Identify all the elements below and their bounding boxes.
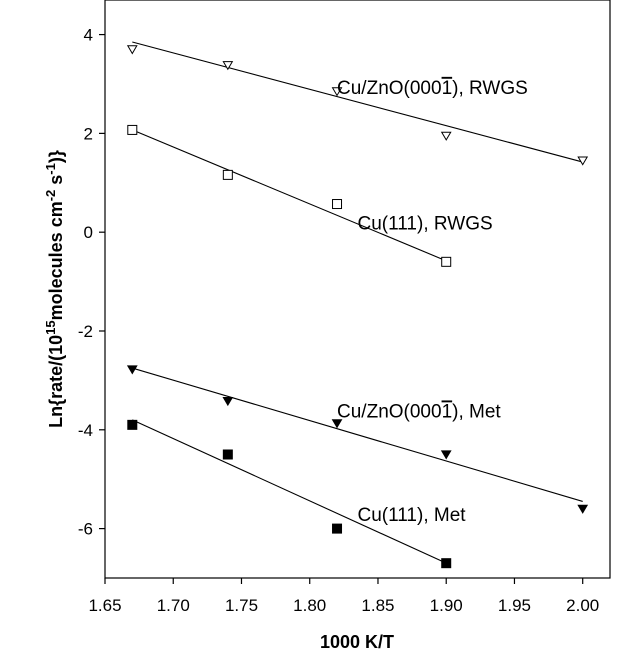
x-tick-label: 2.00 xyxy=(566,596,599,615)
y-axis-title: Ln{rate/(1015molecules cm-2 s-1)} xyxy=(43,150,67,428)
data-point xyxy=(127,419,138,430)
data-point xyxy=(332,199,343,210)
data-point xyxy=(127,124,138,135)
y-tick-label: -4 xyxy=(78,421,93,440)
data-point xyxy=(222,449,233,460)
series-label: Cu(111), Met xyxy=(358,505,467,526)
y-tick-label: 4 xyxy=(84,26,93,45)
series-label: Cu/ZnO(0001), RWGS xyxy=(337,78,528,99)
series-labels: Cu/ZnO(0001), RWGS Cu(111), RWGS Cu/ZnO(00… xyxy=(337,78,528,526)
y-tick-label: -2 xyxy=(78,322,93,341)
x-tick-label: 1.65 xyxy=(88,596,121,615)
x-axis: 1.65 1.70 1.75 1.80 1.85 1.90 1.95 2.00 xyxy=(88,578,599,615)
data-point xyxy=(222,169,233,180)
x-axis-title: 1000 K/T xyxy=(320,632,394,652)
data-point xyxy=(577,504,589,514)
y-tick-label: 0 xyxy=(84,223,93,242)
data-point xyxy=(331,419,343,429)
series-label: Cu/ZnO(0001), Met xyxy=(337,401,501,422)
data-point xyxy=(126,45,138,55)
x-tick-label: 1.85 xyxy=(361,596,394,615)
fit-line xyxy=(132,41,583,163)
data-points xyxy=(126,45,589,569)
data-point xyxy=(441,256,452,267)
fit-line xyxy=(132,419,447,564)
fit-line xyxy=(132,367,583,502)
data-point xyxy=(440,131,452,141)
x-tick-label: 1.75 xyxy=(225,596,258,615)
data-point xyxy=(441,558,452,569)
x-tick-label: 1.70 xyxy=(157,596,190,615)
data-point xyxy=(222,397,234,407)
fit-lines xyxy=(132,41,583,564)
data-point xyxy=(440,450,452,460)
data-point xyxy=(332,523,343,534)
series-label: Cu(111), RWGS xyxy=(358,214,493,235)
x-tick-label: 1.80 xyxy=(293,596,326,615)
data-point xyxy=(331,87,343,97)
data-point xyxy=(222,61,234,71)
data-point xyxy=(126,365,138,375)
y-axis: 4 2 0 -2 -4 -6 xyxy=(78,26,105,539)
y-tick-label: 2 xyxy=(84,124,93,143)
data-point xyxy=(577,156,589,166)
plot-frame xyxy=(104,0,611,579)
y-tick-label: -6 xyxy=(78,520,93,539)
x-tick-label: 1.90 xyxy=(430,596,463,615)
x-tick-label: 1.95 xyxy=(498,596,531,615)
fit-line xyxy=(132,129,447,262)
